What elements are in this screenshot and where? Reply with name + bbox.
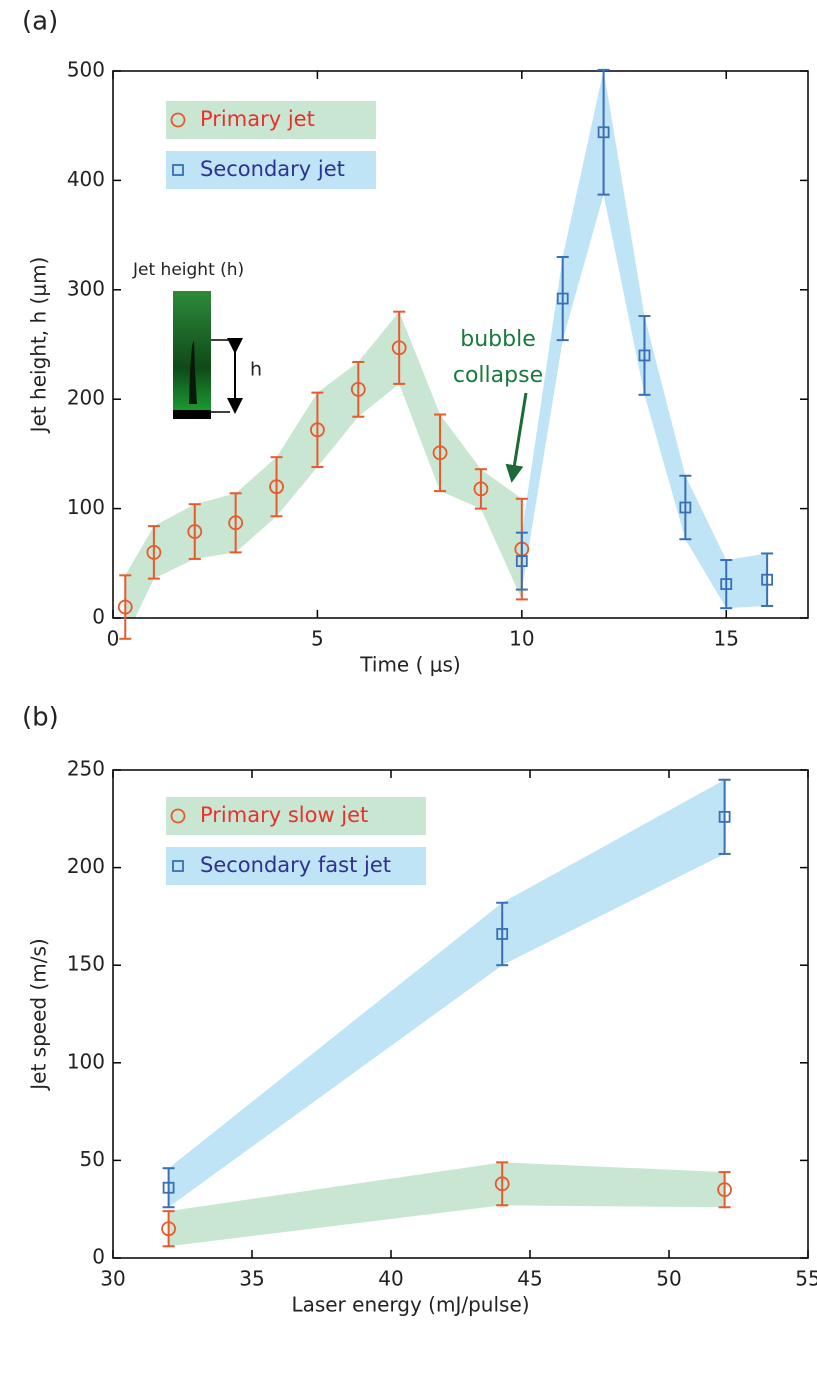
y-axis-label: Jet speed (m/s) xyxy=(27,938,51,1091)
marker xyxy=(391,340,407,356)
marker xyxy=(556,292,569,305)
y-tick-label: 400 xyxy=(67,167,105,191)
annotation-arrow xyxy=(505,392,528,483)
band xyxy=(168,1162,725,1247)
panel-label: (b) xyxy=(22,703,59,733)
y-tick-label: 500 xyxy=(67,58,105,82)
legend-marker xyxy=(170,112,186,128)
legend-label: Primary slow jet xyxy=(200,803,368,827)
y-tick-label: 250 xyxy=(67,757,105,781)
annotation: bubble xyxy=(460,327,536,352)
legend-label: Secondary fast jet xyxy=(200,853,391,877)
band xyxy=(125,311,522,618)
marker xyxy=(187,524,203,539)
plot-area xyxy=(168,779,725,1247)
y-tick-label: 50 xyxy=(80,1147,105,1171)
legend-marker xyxy=(170,808,186,824)
legend-marker xyxy=(172,860,184,872)
inset-jet xyxy=(189,340,197,404)
y-tick-label: 300 xyxy=(67,276,105,300)
inset-title: Jet height (h) xyxy=(132,260,244,280)
marker xyxy=(161,1221,177,1237)
x-tick-label: 5 xyxy=(311,627,324,651)
marker xyxy=(117,599,133,615)
legend-label: Secondary jet xyxy=(200,157,345,181)
band xyxy=(168,779,725,1208)
legend-swatch xyxy=(166,101,376,139)
plot-frame xyxy=(112,70,809,619)
x-tick-label: 30 xyxy=(100,1267,125,1291)
y-axis-label: Jet height, h (μm) xyxy=(27,257,51,435)
inset-label: h xyxy=(250,359,262,381)
marker xyxy=(515,555,528,568)
marker xyxy=(228,515,244,531)
marker xyxy=(162,1181,175,1194)
marker xyxy=(761,573,774,586)
plot-frame xyxy=(112,769,809,1259)
marker xyxy=(638,349,651,362)
inset-base xyxy=(173,410,211,419)
legend-marker xyxy=(172,164,184,176)
y-tick-label: 200 xyxy=(67,386,105,410)
marker xyxy=(720,578,733,590)
x-axis-label: Laser energy (mJ/pulse) xyxy=(291,1293,529,1317)
marker xyxy=(350,381,366,397)
x-axis-label: Time ( μs) xyxy=(359,653,460,677)
x-tick-label: 0 xyxy=(107,627,120,651)
x-tick-label: 55 xyxy=(795,1267,817,1291)
x-tick-label: 40 xyxy=(378,1267,403,1291)
y-tick-label: 200 xyxy=(67,854,105,878)
legend-swatch xyxy=(166,151,376,189)
x-tick-label: 50 xyxy=(656,1267,681,1291)
x-tick-label: 10 xyxy=(509,627,534,651)
marker xyxy=(496,928,509,940)
marker xyxy=(432,445,448,461)
marker xyxy=(679,501,692,514)
marker xyxy=(717,1182,732,1198)
legend-swatch xyxy=(166,797,426,835)
y-tick-label: 0 xyxy=(92,605,105,629)
marker xyxy=(597,126,610,139)
x-tick-label: 45 xyxy=(517,1267,542,1291)
marker xyxy=(269,479,284,495)
marker xyxy=(718,810,731,823)
legend-label: Primary jet xyxy=(200,107,315,131)
y-tick-label: 150 xyxy=(67,952,105,976)
panel-label: (a) xyxy=(22,7,58,37)
legend-swatch xyxy=(166,847,426,885)
x-tick-label: 35 xyxy=(239,1267,264,1291)
y-tick-label: 100 xyxy=(67,495,105,519)
marker xyxy=(146,544,162,560)
y-tick-label: 100 xyxy=(67,1049,105,1073)
x-tick-label: 15 xyxy=(714,627,739,651)
inset xyxy=(173,291,243,419)
marker xyxy=(473,481,489,497)
y-tick-label: 0 xyxy=(92,1245,105,1269)
marker xyxy=(310,422,325,438)
annotation: collapse xyxy=(453,363,543,388)
marker xyxy=(494,1176,510,1192)
